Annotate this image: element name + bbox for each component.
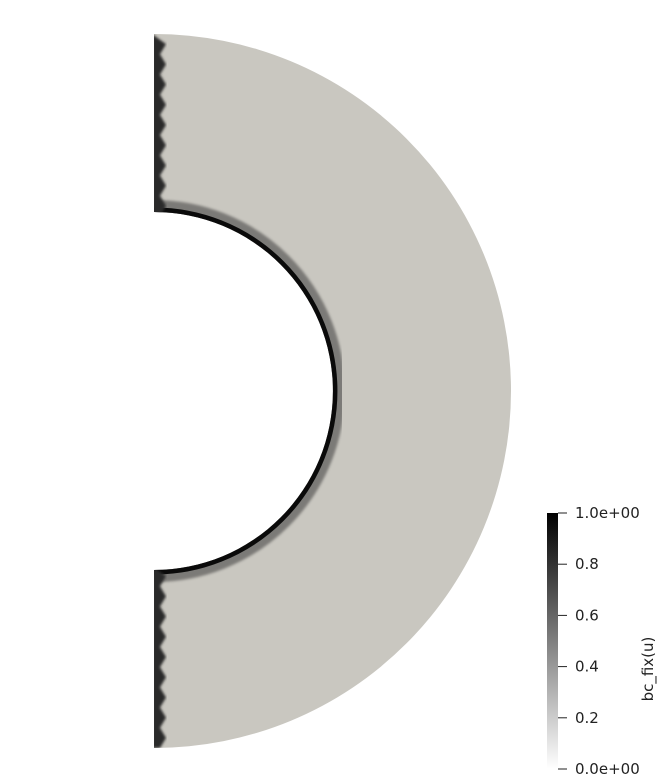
colorbar-tick-label: 0.6 [575,606,599,624]
colorbar-tick-label: 0.0e+00 [575,760,640,778]
half-annulus-domain [154,34,511,748]
colorbar-tick-label: 1.0e+00 [575,504,640,522]
colorbar-title: bc_fix(u) [639,637,658,702]
left-edge-band-upper [154,34,166,216]
colorbar-gradient [547,513,558,769]
colorbar-tick-label: 0.8 [575,555,599,573]
colorbar: 1.0e+00 0.8 0.6 0.4 0.2 0.0e+00 bc_fix(u) [547,504,658,778]
left-edge-band-lower [154,566,166,748]
annulus-interior [154,34,511,748]
colorbar-tick-label: 0.4 [575,658,599,676]
colorbar-tick-label: 0.2 [575,709,599,727]
